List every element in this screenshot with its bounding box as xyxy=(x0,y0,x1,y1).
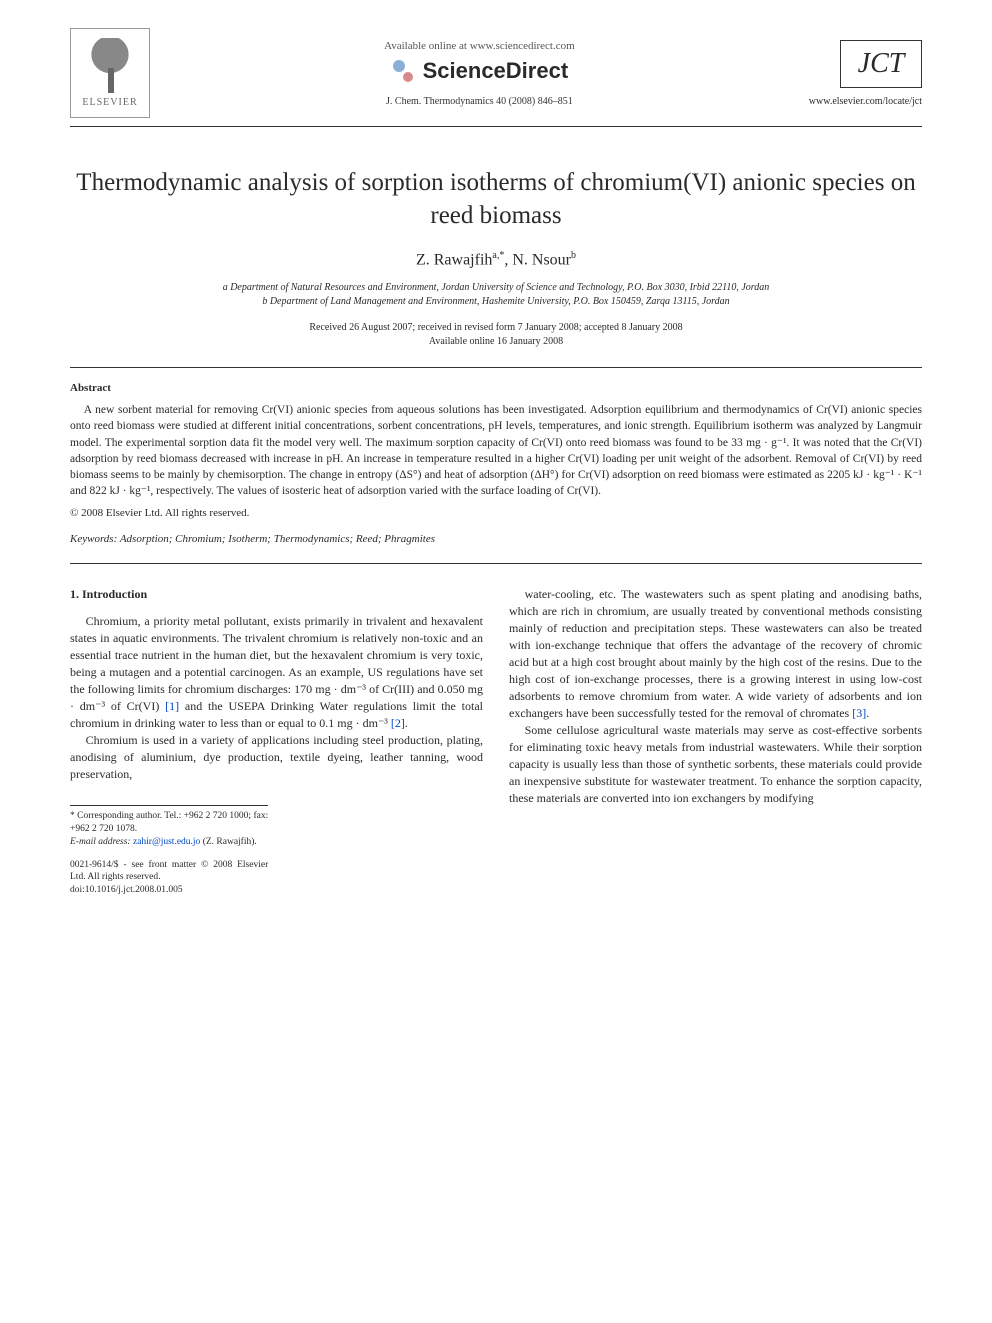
intro-para-4: Some cellulose agricultural waste materi… xyxy=(509,722,922,807)
intro-para-1: Chromium, a priority metal pollutant, ex… xyxy=(70,613,483,732)
ref-link-3[interactable]: [3] xyxy=(852,706,866,720)
elsevier-logo: ELSEVIER xyxy=(70,28,150,118)
elsevier-tree-icon xyxy=(85,38,135,93)
available-online-text: Available online at www.sciencedirect.co… xyxy=(150,40,809,52)
front-matter-line: 0021-9614/$ - see front matter © 2008 El… xyxy=(70,859,268,885)
journal-logo-block: JCT www.elsevier.com/locate/jct xyxy=(809,40,922,107)
sciencedirect-label: ScienceDirect xyxy=(423,58,569,84)
author-2: N. Nsour xyxy=(512,251,571,268)
article-dates: Received 26 August 2007; received in rev… xyxy=(70,321,922,349)
ref-link-2[interactable]: [2] xyxy=(391,716,405,730)
doi-block: 0021-9614/$ - see front matter © 2008 El… xyxy=(70,859,268,897)
journal-url[interactable]: www.elsevier.com/locate/jct xyxy=(809,96,922,107)
email-label: E-mail address: xyxy=(70,837,131,847)
affiliation-b: b Department of Land Management and Envi… xyxy=(70,295,922,309)
elsevier-label: ELSEVIER xyxy=(82,97,137,108)
doi-line: doi:10.1016/j.jct.2008.01.005 xyxy=(70,884,268,897)
email-line: E-mail address: zahir@just.edu.jo (Z. Ra… xyxy=(70,836,268,849)
abstract-copyright: © 2008 Elsevier Ltd. All rights reserved… xyxy=(70,507,922,519)
abstract-heading: Abstract xyxy=(70,382,922,394)
intro-p3b-text: . xyxy=(866,706,869,720)
intro-p3a-text: water-cooling, etc. The wastewaters such… xyxy=(509,587,922,720)
intro-para-3: water-cooling, etc. The wastewaters such… xyxy=(509,586,922,722)
footnotes-block: * Corresponding author. Tel.: +962 2 720… xyxy=(70,805,268,848)
sciencedirect-icon xyxy=(391,58,417,84)
corresponding-author: * Corresponding author. Tel.: +962 2 720… xyxy=(70,810,268,836)
author-1-sup: a,* xyxy=(492,250,504,261)
abstract-top-rule xyxy=(70,367,922,368)
body-columns: 1. Introduction Chromium, a priority met… xyxy=(70,586,922,897)
intro-para-2: Chromium is used in a variety of applica… xyxy=(70,732,483,783)
author-1: Z. Rawajfih xyxy=(416,251,492,268)
column-left: 1. Introduction Chromium, a priority met… xyxy=(70,586,483,897)
article-title: Thermodynamic analysis of sorption isoth… xyxy=(70,167,922,232)
available-line: Available online 16 January 2008 xyxy=(70,335,922,349)
keywords-line: Keywords: Adsorption; Chromium; Isotherm… xyxy=(70,533,922,545)
keywords-value: Adsorption; Chromium; Isotherm; Thermody… xyxy=(117,533,435,545)
affiliation-a: a Department of Natural Resources and En… xyxy=(70,281,922,295)
authors-line: Z. Rawajfiha,*, N. Nsourb xyxy=(70,250,922,269)
header-rule xyxy=(70,126,922,127)
column-right: water-cooling, etc. The wastewaters such… xyxy=(509,586,922,897)
header-center: Available online at www.sciencedirect.co… xyxy=(150,40,809,107)
email-link[interactable]: zahir@just.edu.jo xyxy=(133,837,200,847)
section-1-heading: 1. Introduction xyxy=(70,586,483,603)
ref-link-1[interactable]: [1] xyxy=(165,699,179,713)
publisher-header: ELSEVIER Available online at www.science… xyxy=(70,28,922,118)
sciencedirect-brand: ScienceDirect xyxy=(150,58,809,84)
keywords-label: Keywords: xyxy=(70,533,117,545)
email-suffix: (Z. Rawajfih). xyxy=(200,837,256,847)
author-2-sup: b xyxy=(571,250,576,261)
abstract-body: A new sorbent material for removing Cr(V… xyxy=(70,402,922,499)
intro-p1c-text: . xyxy=(405,716,408,730)
jct-logo: JCT xyxy=(840,40,922,88)
affiliations: a Department of Natural Resources and En… xyxy=(70,281,922,309)
received-line: Received 26 August 2007; received in rev… xyxy=(70,321,922,335)
abstract-bottom-rule xyxy=(70,563,922,564)
journal-citation: J. Chem. Thermodynamics 40 (2008) 846–85… xyxy=(150,96,809,107)
